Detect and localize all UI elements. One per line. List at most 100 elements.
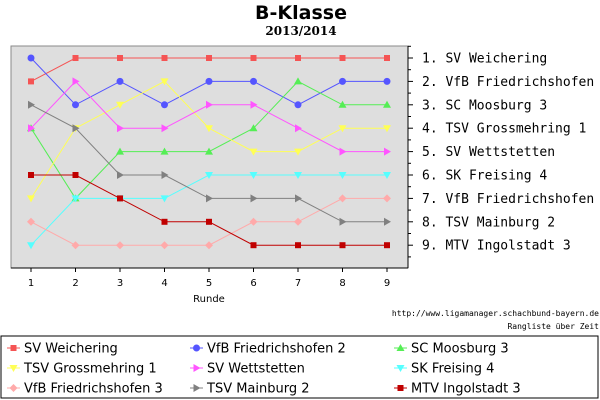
- data-point: [117, 55, 123, 61]
- ranking-label: 7. VfB Friedrichshofen 3: [422, 192, 600, 207]
- data-point: [72, 124, 80, 133]
- data-point: [338, 100, 347, 108]
- data-point: [71, 195, 80, 203]
- legend-marker: [9, 384, 18, 392]
- series-layer: [27, 54, 391, 250]
- legend-label: SK Freising 4: [411, 362, 494, 377]
- ranking-label: 1. SV Weichering: [422, 52, 547, 67]
- rank-axis: [408, 45, 413, 258]
- data-point: [339, 55, 346, 61]
- legend-entry[interactable]: TSV Grossmehring 1: [7, 362, 157, 377]
- ranking-label: 5. SV Wettstetten: [422, 145, 555, 160]
- legend-label: TSV Grossmehring 1: [23, 362, 157, 377]
- chart-title: B-Klasse: [255, 2, 347, 24]
- legend-marker: [396, 344, 405, 351]
- series-7: [27, 194, 391, 250]
- data-point: [338, 194, 347, 203]
- series-8: [28, 100, 391, 226]
- data-point: [250, 100, 258, 109]
- data-point: [338, 125, 347, 133]
- data-point: [116, 147, 124, 155]
- data-point: [116, 101, 124, 109]
- data-point: [294, 148, 302, 156]
- x-tick-label: 3: [117, 278, 123, 289]
- legend-entry[interactable]: SV Weichering: [7, 342, 118, 357]
- legend-marker: [193, 384, 201, 392]
- legend-entry[interactable]: SC Moosburg 3: [394, 342, 509, 357]
- data-point: [294, 217, 302, 226]
- legend-entry[interactable]: SK Freising 4: [394, 362, 494, 377]
- legend-label: VfB Friedrichshofen 2: [207, 342, 346, 357]
- data-point: [383, 172, 391, 179]
- data-point: [161, 55, 168, 61]
- x-tick-label: 4: [161, 278, 167, 289]
- series-1: [28, 55, 390, 85]
- ranking-label: 3. SC Moosburg 3: [422, 98, 547, 113]
- ranking-label: 6. SK Freising 4: [422, 169, 547, 184]
- data-point: [250, 242, 257, 249]
- data-point: [160, 241, 169, 250]
- data-point: [339, 147, 347, 156]
- data-point: [294, 101, 302, 109]
- chart-subtitle: 2013/2014: [265, 24, 336, 38]
- legend-label: SV Weichering: [24, 342, 118, 357]
- data-point: [339, 77, 346, 85]
- data-point: [205, 77, 213, 85]
- data-point: [295, 242, 301, 249]
- data-point: [72, 172, 79, 178]
- data-point: [205, 172, 213, 179]
- data-point: [28, 78, 34, 85]
- data-point: [28, 172, 34, 178]
- data-point: [160, 78, 169, 86]
- source-caption: Rangliste über Zeit: [507, 322, 599, 331]
- data-point: [206, 100, 213, 109]
- data-point: [250, 77, 257, 85]
- legend-entry[interactable]: MTV Ingolstadt 3: [394, 382, 521, 397]
- legend-marker: [193, 344, 200, 352]
- data-point: [28, 124, 35, 133]
- data-point: [339, 242, 346, 249]
- legend-entry[interactable]: TSV Mainburg 2: [190, 382, 310, 397]
- data-point: [72, 77, 80, 86]
- legend-label: VfB Friedrichshofen 3: [24, 382, 163, 397]
- legend-label: SV Wettstetten: [207, 362, 305, 377]
- data-point: [206, 218, 212, 225]
- legend-entry[interactable]: VfB Friedrichshofen 3: [7, 382, 163, 397]
- x-tick-label: 9: [384, 278, 390, 289]
- legend-marker: [396, 365, 405, 372]
- ranking-label: 4. TSV Grossmehring 1: [422, 122, 586, 137]
- data-point: [160, 147, 169, 155]
- legend-label: TSV Mainburg 2: [206, 382, 310, 397]
- data-point: [27, 217, 35, 226]
- ranking-label: 2. VfB Friedrichshofen 2: [422, 75, 600, 90]
- legend-label: MTV Ingolstadt 3: [411, 382, 521, 397]
- data-point: [27, 54, 35, 62]
- data-point: [294, 77, 302, 85]
- data-point: [161, 124, 169, 133]
- x-tick-label: 8: [339, 278, 345, 289]
- data-point: [249, 172, 258, 179]
- data-point: [249, 124, 258, 132]
- x-tick-label: 1: [28, 278, 34, 289]
- legend: SV Weichering VfB Friedrichshofen 2 SC Moo…: [7, 342, 521, 397]
- data-point: [384, 217, 391, 226]
- data-point: [384, 55, 390, 61]
- legend-entry[interactable]: SV Wettstetten: [190, 362, 305, 377]
- legend-entry[interactable]: VfB Friedrichshofen 2: [190, 342, 346, 357]
- x-tick-label: 6: [250, 278, 256, 289]
- data-point: [205, 241, 213, 250]
- series-9: [28, 172, 390, 249]
- data-point: [383, 125, 391, 133]
- data-point: [383, 77, 391, 85]
- data-point: [339, 217, 347, 226]
- data-point: [295, 194, 302, 203]
- ranking-label: 8. TSV Mainburg 2: [422, 215, 555, 230]
- data-point: [72, 101, 79, 109]
- source-url[interactable]: http://www.ligamanager.schachbund-bayern…: [392, 309, 599, 318]
- data-point: [384, 242, 390, 249]
- x-tick-label: 7: [295, 278, 301, 289]
- data-point: [116, 77, 124, 85]
- data-point: [383, 100, 391, 108]
- data-point: [338, 172, 347, 179]
